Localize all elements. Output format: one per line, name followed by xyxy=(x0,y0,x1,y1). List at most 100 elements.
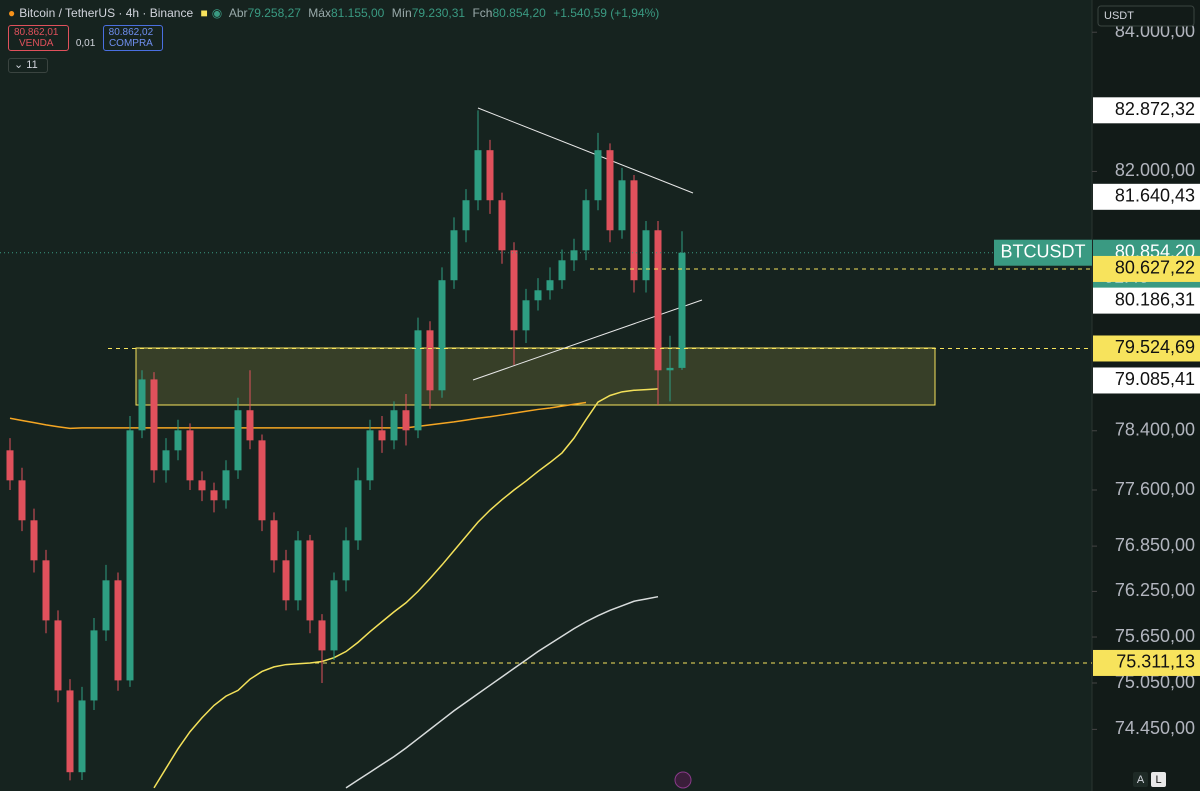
trend-line xyxy=(477,107,694,194)
candle-body xyxy=(18,480,26,521)
buy-button[interactable]: 80.862,02 COMPRA xyxy=(102,25,164,51)
lightning-icon[interactable] xyxy=(674,771,692,789)
candle-body xyxy=(558,260,566,281)
candle-body xyxy=(90,630,98,701)
candle-body xyxy=(462,200,470,231)
y-tick-label: 78.400,00 xyxy=(1115,420,1195,440)
auto-label: A xyxy=(1137,774,1145,786)
y-tick-label: 77.600,00 xyxy=(1115,479,1195,499)
price-axis: 84.000,0082.000,0078.400,0077.600,0076.8… xyxy=(994,21,1200,738)
candle-body xyxy=(426,330,434,391)
close-label: Fch xyxy=(472,6,493,20)
buy-price: 80.862,02 xyxy=(108,27,154,38)
sell-label: VENDA xyxy=(19,38,54,49)
y-tick-label: 75.050,00 xyxy=(1115,672,1195,692)
candle-body xyxy=(678,252,686,368)
currency: USDT xyxy=(1104,10,1134,22)
price-label-box xyxy=(1093,335,1200,362)
candle-body xyxy=(330,580,338,651)
moving-average xyxy=(9,401,587,430)
low-value: 79.230,31 xyxy=(411,6,466,20)
price-label: 75.311,13 xyxy=(1116,652,1195,672)
price-label: 80.186,31 xyxy=(1115,289,1195,309)
buy-label: COMPRA xyxy=(108,38,153,49)
candle-body xyxy=(438,280,446,391)
candle-body xyxy=(582,200,590,251)
currency-select[interactable] xyxy=(1097,5,1195,27)
y-tick-label: 76.250,00 xyxy=(1115,580,1195,600)
candle-body xyxy=(570,250,578,261)
price-label-box xyxy=(1093,97,1200,124)
coin-icon: ● xyxy=(8,6,16,20)
trend-line xyxy=(472,299,703,381)
candle-body xyxy=(414,330,422,431)
status: ◉ xyxy=(211,6,223,20)
moving-average xyxy=(153,388,659,789)
candle-body xyxy=(30,520,38,561)
symbol-tag: BTCUSDT xyxy=(1001,241,1086,261)
candle-body xyxy=(6,450,14,481)
candle-body xyxy=(498,200,506,251)
candle-body xyxy=(234,410,242,471)
candle-body xyxy=(666,367,674,371)
candle-body xyxy=(138,379,146,431)
price-label-box xyxy=(1093,367,1200,394)
zone-rectangle xyxy=(135,347,936,406)
candle-body xyxy=(222,470,230,501)
candle-body xyxy=(270,520,278,561)
price-label-box xyxy=(1093,649,1200,676)
high-value: 81.155,00 xyxy=(330,6,385,20)
y-tick-label: 82.000,00 xyxy=(1115,160,1195,180)
candle-body xyxy=(534,290,542,301)
sell-button[interactable]: 80.862,01 VENDA xyxy=(8,25,69,51)
candle-body xyxy=(78,700,86,773)
candle-body xyxy=(282,560,290,601)
candle-body xyxy=(174,430,182,451)
candle-body xyxy=(210,490,218,501)
candle-body xyxy=(150,379,158,471)
candle-body xyxy=(510,250,518,331)
y-tick-label: 75.650,00 xyxy=(1115,626,1195,646)
price-label: 82.872,32 xyxy=(1115,99,1195,119)
candle-body xyxy=(402,410,410,431)
spread: 0,01 xyxy=(75,38,96,49)
candle-body xyxy=(642,230,650,281)
close-value: 80.854,20 xyxy=(492,6,546,20)
change: +1.540,59 (+1,94%) xyxy=(553,6,660,20)
candle-body xyxy=(102,580,110,631)
y-tick-label: 74.450,00 xyxy=(1115,718,1195,738)
candle-body xyxy=(318,620,326,651)
plot xyxy=(0,110,1092,789)
candle-body xyxy=(606,150,614,231)
price-label: 81.640,43 xyxy=(1115,186,1195,206)
indicators-toggle[interactable]: ⌄ 11 xyxy=(8,58,48,73)
candle-body xyxy=(630,180,638,281)
moving-average xyxy=(345,595,659,789)
price-label: 79.524,69 xyxy=(1115,337,1195,357)
candle-body xyxy=(522,300,530,331)
auto-button[interactable] xyxy=(1133,772,1148,787)
candle-body xyxy=(294,540,302,601)
trade-row: 80.862,01 VENDA 0,01 80.862,02 COMPRA xyxy=(8,25,663,51)
candle-body xyxy=(66,690,74,773)
candle-body xyxy=(306,540,314,621)
price-label-box xyxy=(1093,183,1200,210)
candle-body xyxy=(114,580,122,681)
candle-body xyxy=(594,150,602,201)
symbol-tag-box xyxy=(994,239,1092,266)
low-label: Mín xyxy=(391,6,412,20)
candle-body xyxy=(474,150,482,201)
candle-body xyxy=(486,150,494,201)
legend-row: ● Bitcoin / TetherUS · 4h · Binance ■ ◉ Ab… xyxy=(8,6,663,20)
price-label: 79.085,41 xyxy=(1115,369,1195,389)
candle-body xyxy=(354,480,362,541)
candle-body xyxy=(654,230,662,371)
log-button[interactable] xyxy=(1151,772,1166,787)
flag: ■ xyxy=(200,6,208,20)
candle-body xyxy=(198,480,206,491)
open-label: Abr xyxy=(228,6,248,20)
candle-body xyxy=(390,410,398,441)
candle-body xyxy=(342,540,350,581)
